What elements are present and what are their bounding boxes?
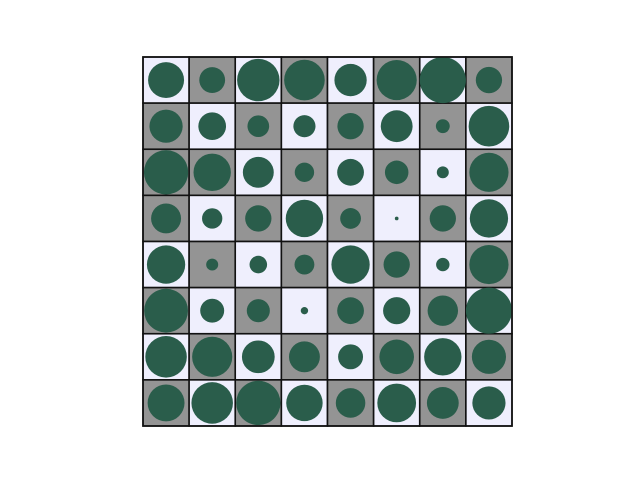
weight-circle-r1-c2 bbox=[247, 115, 270, 138]
weight-circle-r7-c7 bbox=[472, 386, 506, 420]
weight-circle-r6-c2 bbox=[241, 340, 275, 374]
weight-circle-r2-c0 bbox=[143, 150, 189, 195]
weight-circle-r5-c6 bbox=[427, 295, 459, 326]
weight-circle-r1-c5 bbox=[380, 110, 413, 143]
weight-circle-r6-c1 bbox=[192, 336, 233, 377]
weight-circle-r1-c1 bbox=[198, 112, 227, 141]
weight-circle-r2-c4 bbox=[337, 158, 364, 186]
weight-circles bbox=[143, 57, 512, 426]
weight-circle-r0-c0 bbox=[148, 62, 185, 99]
weight-circle-r3-c3 bbox=[285, 199, 324, 238]
weight-circle-r5-c2 bbox=[246, 299, 270, 323]
weight-circle-r7-c6 bbox=[426, 387, 459, 419]
weight-circle-r5-c7 bbox=[465, 287, 512, 334]
weight-circle-r7-c2 bbox=[236, 380, 281, 426]
weight-circle-r5-c0 bbox=[144, 288, 188, 333]
weight-circle-r1-c7 bbox=[468, 105, 510, 147]
weight-circle-r4-c4 bbox=[331, 245, 370, 284]
weight-circle-r7-c4 bbox=[335, 388, 366, 418]
weight-circle-r0-c1 bbox=[199, 67, 226, 93]
weight-circle-r2-c3 bbox=[294, 162, 315, 182]
weight-circle-r3-c6 bbox=[429, 205, 456, 232]
weight-circle-r4-c3 bbox=[294, 254, 315, 275]
weight-circle-r0-c2 bbox=[237, 58, 280, 102]
weight-circle-r0-c5 bbox=[376, 59, 417, 101]
weight-circle-r3-c7 bbox=[469, 199, 509, 238]
weight-circle-r4-c5 bbox=[383, 251, 410, 278]
weight-circle-r1-c4 bbox=[337, 113, 364, 140]
cell-r2-c6 bbox=[418, 148, 467, 197]
weight-circle-r7-c1 bbox=[191, 382, 233, 424]
weight-circle-r3-c1 bbox=[202, 208, 223, 229]
weight-circle-r6-c3 bbox=[288, 341, 320, 373]
weight-circle-r5-c5 bbox=[383, 297, 411, 325]
weight-circle-r2-c5 bbox=[384, 160, 409, 185]
weight-circle-r3-c0 bbox=[151, 203, 182, 234]
weight-circle-r1-c3 bbox=[293, 115, 316, 138]
weight-circle-r3-c2 bbox=[245, 205, 272, 232]
weight-circle-r4-c1 bbox=[206, 258, 219, 271]
weight-circle-r0-c6 bbox=[419, 57, 466, 104]
weight-circle-r6-c7 bbox=[471, 339, 507, 374]
weight-circle-r4-c2 bbox=[249, 255, 268, 274]
weight-circle-r3-c4 bbox=[340, 208, 361, 229]
weight-circle-r3-c5 bbox=[394, 216, 399, 221]
weight-circle-r4-c7 bbox=[469, 244, 509, 285]
weight-circle-r5-c1 bbox=[200, 298, 225, 323]
weight-circle-r2-c2 bbox=[242, 156, 274, 188]
weight-circle-r6-c4 bbox=[338, 344, 364, 370]
weight-circle-r0-c3 bbox=[284, 59, 325, 101]
weight-circle-r0-c4 bbox=[334, 63, 367, 97]
weight-circle-r7-c3 bbox=[286, 384, 323, 422]
weight-circle-r6-c5 bbox=[379, 339, 414, 375]
weight-circle-r1-c0 bbox=[149, 109, 183, 143]
plot-frame bbox=[142, 56, 513, 427]
weight-circle-r0-c7 bbox=[475, 66, 503, 94]
weight-circle-r5-c4 bbox=[337, 297, 364, 325]
weight-circle-r2-c7 bbox=[469, 152, 509, 192]
weight-circle-r4-c0 bbox=[146, 245, 186, 284]
weight-circle-r6-c0 bbox=[145, 336, 187, 378]
weight-circle-r1-c6 bbox=[435, 119, 450, 134]
weight-circle-r7-c5 bbox=[377, 383, 417, 423]
weight-circle-r6-c6 bbox=[424, 338, 462, 376]
weight-circle-r4-c6 bbox=[436, 257, 450, 272]
weight-circle-r7-c0 bbox=[147, 384, 185, 422]
weight-circle-r2-c6 bbox=[436, 166, 449, 179]
weight-circle-r2-c1 bbox=[193, 153, 231, 191]
weight-circle-r5-c3 bbox=[300, 306, 309, 315]
